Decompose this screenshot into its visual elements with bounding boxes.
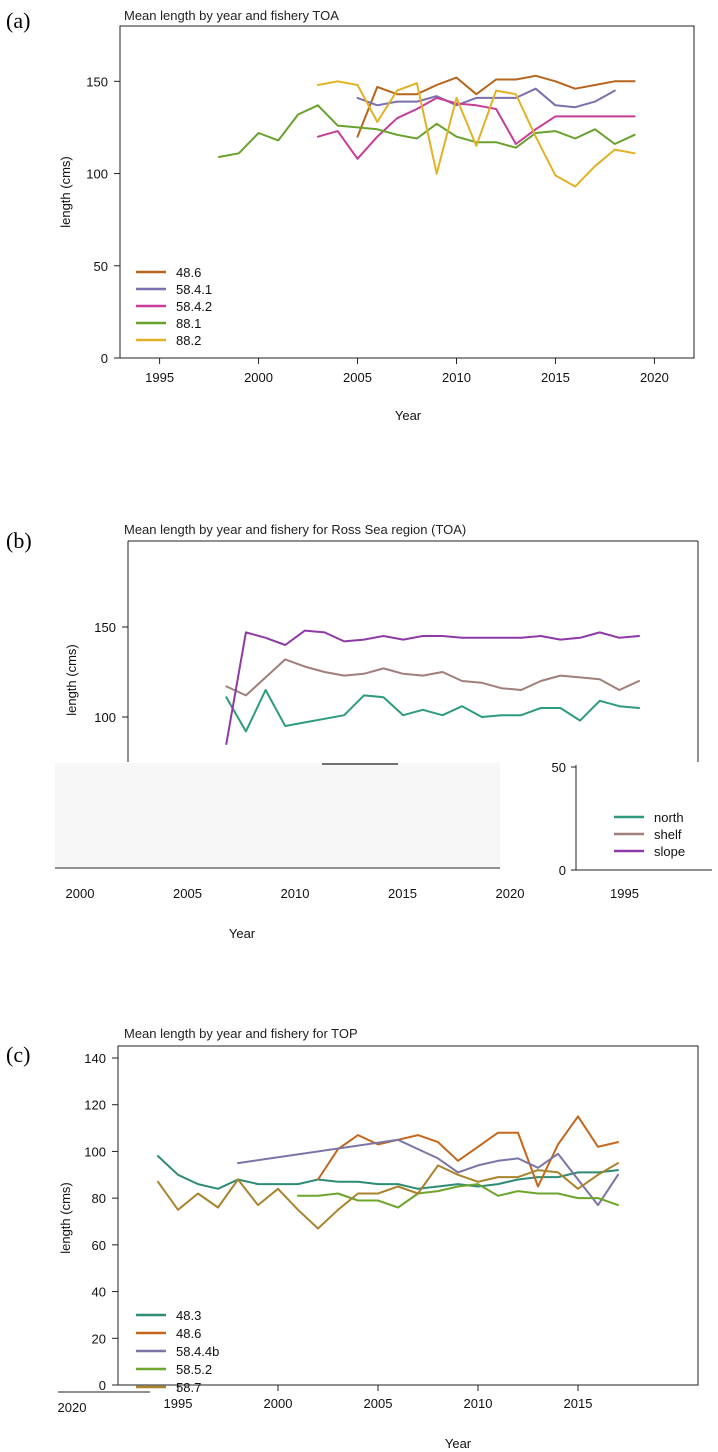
y-tick-label: 120 [84,1098,106,1113]
x-tick-label: 2015 [388,886,417,901]
y-axis-title: length (cms) [58,1182,73,1254]
x-tick-label: 2000 [264,1396,293,1411]
x-tick-label: 2020 [496,886,525,901]
chart-title: Mean length by year and fishery for TOP [124,1026,358,1041]
y-tick-label: 50 [552,760,566,775]
y-tick-label: 0 [559,863,566,878]
x-tick-label: 2005 [343,370,372,385]
x-axis-title: Year [395,408,422,423]
x-tick-label: 2005 [364,1396,393,1411]
y-axis-title: length (cms) [64,644,79,716]
y-tick-label: 60 [92,1238,106,1253]
chart-title: Mean length by year and fishery TOA [124,8,339,23]
legend-label: 58.4.4b [176,1344,219,1359]
series-line-slope [225,629,640,745]
x-tick-label: 2020 [640,370,669,385]
x-tick-label: 2020 [58,1400,87,1415]
y-tick-label: 150 [94,620,116,635]
x-axis-title: Year [229,926,256,941]
series-line-58-4-2 [316,96,636,160]
y-tick-label: 50 [94,259,108,274]
chart-a: (a) Mean length by year and fishery TOA … [0,0,718,470]
series-line-north [225,689,640,733]
series-line-88-2 [316,80,636,188]
legend-label: 88.2 [176,333,201,348]
x-tick-label: 2015 [541,370,570,385]
y-tick-label: 100 [84,1144,106,1159]
legend-label: shelf [654,827,682,842]
series-line-shelf [225,658,640,697]
chart-b-svg: (b) Mean length by year and fishery for … [6,522,712,941]
series-line-48-6 [317,1115,619,1188]
y-tick-label: 150 [86,74,108,89]
legend-label: slope [654,844,685,859]
legend-label: 58.7 [176,1380,201,1395]
y-tick-label: 40 [92,1285,106,1300]
legend-label: north [654,810,684,825]
x-tick-label: 1995 [145,370,174,385]
series-line-58-4-1 [356,87,616,109]
render-artifact [55,763,500,867]
x-tick-label: 2000 [244,370,273,385]
series-line-48-3 [157,1155,619,1190]
x-tick-label: 2010 [464,1396,493,1411]
x-axis-title: Year [445,1436,472,1451]
x-tick-label: 1995 [164,1396,193,1411]
legend-label: 58.4.2 [176,299,212,314]
y-tick-label: 140 [84,1051,106,1066]
x-tick-label: 2000 [66,886,95,901]
series-line-48-6 [356,74,636,138]
plot-frame [117,1045,699,1386]
x-tick-label: 2015 [564,1396,593,1411]
chart-b: (b) Mean length by year and fishery for … [0,520,718,960]
panel-label-b: (b) [6,528,32,553]
y-tick-label: 80 [92,1191,106,1206]
y-tick-label: 0 [99,1378,106,1393]
series-line-58-7 [157,1162,619,1230]
y-tick-label: 100 [94,710,116,725]
x-tick-label: 2010 [442,370,471,385]
legend-label: 88.1 [176,316,201,331]
x-tick-label: 1995 [610,886,639,901]
x-tick-label: 2005 [173,886,202,901]
x-tick-label: 2010 [281,886,310,901]
chart-c: (c) Mean length by year and fishery for … [0,1020,718,1452]
legend-label: 58.4.1 [176,282,212,297]
series-line-58-4-4b [237,1138,619,1207]
y-tick-label: 20 [92,1331,106,1346]
plot-frame [119,25,695,359]
y-axis-title: length (cms) [58,156,73,228]
chart-a-svg: (a) Mean length by year and fishery TOA … [6,8,695,423]
panel-label-a: (a) [6,8,30,33]
legend-label: 48.3 [176,1308,201,1323]
legend-label: 48.6 [176,265,201,280]
y-tick-label: 0 [101,351,108,366]
chart-c-svg: (c) Mean length by year and fishery for … [6,1026,699,1451]
legend-label: 48.6 [176,1326,201,1341]
y-tick-label: 100 [86,167,108,182]
legend-label: 58.5.2 [176,1362,212,1377]
panel-label-c: (c) [6,1042,30,1067]
chart-title: Mean length by year and fishery for Ross… [124,522,466,537]
